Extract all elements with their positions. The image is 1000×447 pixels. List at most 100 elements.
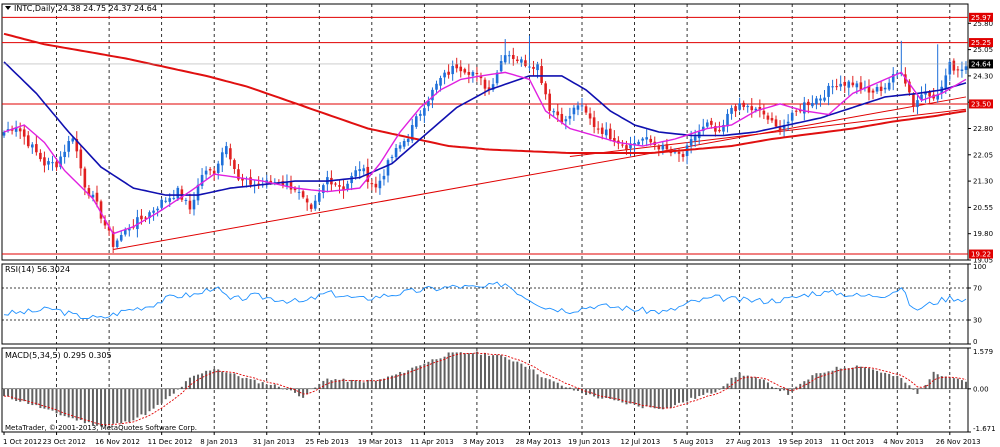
candle-body — [317, 192, 321, 202]
candle-body — [774, 119, 778, 127]
candle-body — [43, 157, 46, 166]
candle-body — [661, 144, 665, 150]
candle-body — [18, 128, 22, 132]
candle-body — [588, 113, 592, 119]
candle-body — [596, 128, 600, 130]
rsi-title: RSI(14) 56.3024 — [5, 265, 70, 274]
candle-body — [212, 170, 216, 174]
candle-body — [374, 183, 378, 188]
candle-body — [645, 137, 648, 140]
candle-body — [184, 199, 188, 201]
x-tick-label: 5 Aug 2013 — [673, 438, 713, 446]
candle-body — [701, 126, 705, 132]
x-tick-label: 28 May 2013 — [515, 438, 561, 446]
x-tick-label: 19 Jun 2013 — [568, 438, 610, 446]
candle-body — [22, 129, 26, 137]
candle-body — [568, 116, 572, 119]
candle-body — [499, 61, 503, 72]
candle-body — [580, 105, 584, 107]
candle-body — [544, 83, 547, 95]
candle-body — [604, 129, 608, 136]
candle-body — [204, 170, 208, 175]
candle-body — [75, 139, 79, 152]
rsi-y-tick-label: 30 — [973, 317, 982, 325]
candle-body — [200, 174, 204, 186]
x-tick-label: 3 May 2013 — [463, 438, 504, 446]
trendline — [569, 108, 967, 158]
candle-body — [103, 220, 107, 226]
candle-body — [83, 168, 87, 188]
copyright-text: MetaTrader, © 2001-2013, MetaQuotes Soft… — [5, 424, 197, 432]
x-tick-label: 12 Jul 2013 — [621, 438, 661, 446]
candle-body — [649, 138, 653, 143]
level-label-bg — [969, 249, 993, 259]
candle-body — [237, 169, 240, 180]
candle-body — [503, 55, 507, 63]
candle-body — [794, 110, 798, 112]
candle-body — [402, 141, 406, 147]
candle-body — [216, 163, 220, 173]
level-label: 25.97 — [971, 14, 991, 22]
candle-body — [584, 106, 588, 113]
candle-body — [916, 100, 919, 108]
candle-body — [95, 192, 99, 202]
candle-body — [439, 77, 442, 86]
candle-body — [592, 117, 596, 128]
candle-body — [608, 128, 612, 140]
candle-body — [920, 94, 923, 100]
trendline — [113, 96, 967, 250]
candle-body — [600, 127, 604, 134]
candle-body — [39, 152, 42, 160]
candle-body — [14, 127, 18, 132]
candle-body — [507, 55, 511, 57]
candle-body — [528, 66, 531, 68]
candle-body — [410, 125, 414, 141]
x-tick-label: 23 Oct 2012 — [43, 438, 86, 446]
candle-body — [168, 198, 172, 202]
candle-body — [847, 81, 851, 88]
candle-body — [564, 119, 568, 122]
macd-y-tick-label: 1.579 — [973, 348, 993, 356]
candle-body — [629, 143, 632, 149]
candle-body — [79, 149, 83, 169]
macd-y-tick-label: 0.00 — [973, 385, 989, 393]
x-tick-label: 11 Oct 2013 — [831, 438, 874, 446]
candle-body — [964, 66, 968, 70]
candle-body — [119, 235, 123, 241]
candle-body — [641, 138, 644, 141]
candle-body — [111, 231, 115, 247]
candle-body — [148, 212, 151, 219]
candle-body — [766, 115, 770, 120]
candle-body — [714, 126, 717, 132]
candle-body — [99, 201, 103, 219]
candle-body — [710, 120, 713, 125]
candle-body — [576, 105, 580, 110]
price-panel — [2, 16, 968, 255]
candle-body — [172, 197, 176, 199]
candle-body — [762, 110, 766, 115]
y-tick-label: 19.05 — [973, 257, 993, 265]
candle-body — [35, 144, 38, 153]
x-tick-label: 4 Nov 2013 — [883, 438, 923, 446]
candle-body — [220, 152, 224, 166]
candle-body — [322, 185, 325, 193]
macd-y-tick-label: -1.671 — [973, 425, 996, 433]
level-label: 23.50 — [971, 100, 991, 108]
candle-body — [540, 66, 543, 84]
candle-body — [491, 84, 495, 90]
x-tick-label: 26 Nov 2013 — [936, 438, 981, 446]
candle-body — [386, 160, 390, 176]
candle-body — [823, 97, 826, 101]
candle-body — [758, 106, 762, 111]
candle-body — [160, 199, 163, 208]
candle-body — [51, 162, 54, 164]
candle-body — [681, 154, 685, 157]
x-tick-label: 25 Feb 2013 — [305, 438, 349, 446]
candle-body — [811, 103, 814, 107]
candle-body — [362, 168, 366, 172]
candle-body — [657, 145, 661, 150]
candle-body — [378, 180, 382, 189]
candle-body — [447, 71, 450, 75]
candle-body — [370, 183, 374, 185]
candle-body — [928, 91, 931, 97]
